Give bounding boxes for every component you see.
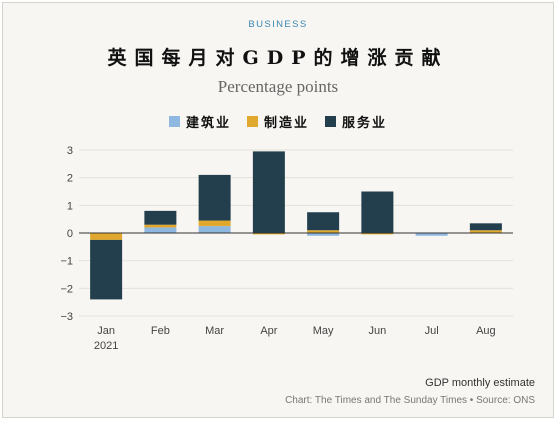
bar-feb-series-2 xyxy=(144,210,177,225)
bar-chart: −3 −2 −1 0 1 2 3 Jan 2021 Feb Mar Apr May Jun Jul Aug xyxy=(60,145,513,352)
bar-jan-series-2 xyxy=(90,239,123,300)
bar-aug-series-2 xyxy=(469,223,502,231)
legend-item-services: 服务业 xyxy=(325,112,387,131)
legend-swatch-services xyxy=(325,116,336,127)
chart-title: 英国每月对GDP的增涨贡献 xyxy=(107,47,449,69)
x-tick-label-jun: Jun xyxy=(369,325,387,337)
x-tick-label-apr: Apr xyxy=(260,325,277,337)
legend-item-manufacturing: 制造业 xyxy=(246,112,309,131)
bar-mar-series-1 xyxy=(198,220,231,227)
bar-jan-series-1 xyxy=(90,233,123,240)
legend-swatch-manufacturing xyxy=(246,116,258,127)
bar-aug-series-1 xyxy=(469,230,502,233)
bar-jun-series-2 xyxy=(361,191,394,233)
footer-source: Chart: The Times and The Sunday Times • … xyxy=(285,395,535,406)
y-tick-label-0: −3 xyxy=(60,311,73,323)
x-tick-label-may: May xyxy=(313,325,334,337)
legend-item-construction: 建筑业 xyxy=(168,112,231,131)
x-tick-label-jan: Jan xyxy=(97,325,115,337)
x-tick-label-feb: Feb xyxy=(151,325,170,337)
bar-mar-series-2 xyxy=(198,174,231,221)
x-tick-label-mar: Mar xyxy=(205,325,224,337)
legend-label-services: 服务业 xyxy=(342,116,388,131)
bar-feb-series-1 xyxy=(144,224,177,228)
bar-may-series-2 xyxy=(307,212,340,231)
y-tick-label-4: 1 xyxy=(67,200,73,212)
bar-jun-series-1 xyxy=(361,233,394,235)
x-tick-label-aug: Aug xyxy=(476,325,496,337)
legend-label-manufacturing: 制造业 xyxy=(263,116,309,131)
chart-subtitle: Percentage points xyxy=(217,77,339,96)
y-tick-label-2: −1 xyxy=(60,256,73,268)
legend-label-construction: 建筑业 xyxy=(185,116,231,131)
bar-may-series-0 xyxy=(307,233,340,236)
y-tick-label-6: 3 xyxy=(67,145,73,157)
x-tick-sublabel-jan: 2021 xyxy=(94,340,118,352)
section-kicker: BUSINESS xyxy=(248,19,308,30)
chart-card: BUSINESS 英国每月对GDP的增涨贡献 Percentage points… xyxy=(2,2,554,418)
footer-note: GDP monthly estimate xyxy=(425,377,535,389)
y-tick-label-5: 2 xyxy=(67,173,73,185)
y-tick-label-1: −2 xyxy=(60,283,73,295)
bar-feb-series-0 xyxy=(144,227,177,233)
x-tick-label-jul: Jul xyxy=(425,325,439,337)
bar-may-series-1 xyxy=(307,230,340,233)
bar-jul-series-0 xyxy=(415,233,448,236)
bar-apr-series-1 xyxy=(252,233,285,235)
bar-apr-series-2 xyxy=(252,151,285,233)
chart-legend: 建筑业 制造业 服务业 xyxy=(3,112,553,131)
bar-mar-series-0 xyxy=(198,226,231,233)
y-tick-label-3: 0 xyxy=(67,228,73,240)
legend-swatch-construction xyxy=(168,116,180,127)
